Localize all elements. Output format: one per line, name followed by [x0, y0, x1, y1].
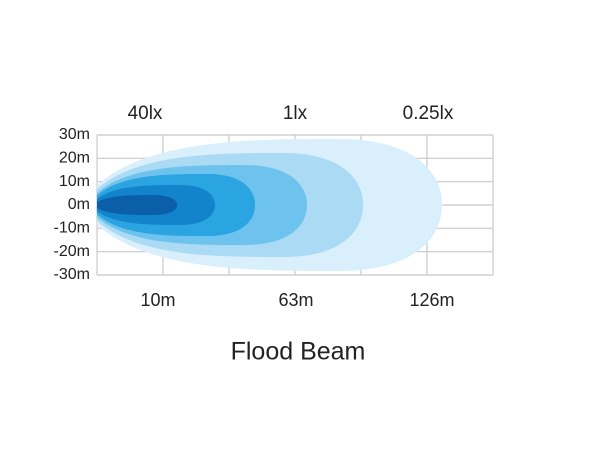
distance-label: 10m	[140, 290, 175, 310]
beam-zone	[97, 195, 177, 215]
distance-label: 126m	[409, 290, 454, 310]
beam-pattern	[97, 139, 442, 271]
y-label: -30m	[54, 266, 90, 283]
distance-label: 63m	[278, 290, 313, 310]
title: Flood Beam	[231, 338, 366, 366]
y-label: -10m	[54, 220, 90, 237]
y-label: -20m	[54, 243, 90, 260]
lux-label: 0.25lx	[403, 103, 454, 124]
lux-label: 40lx	[128, 103, 163, 124]
y-label: 0m	[68, 196, 90, 213]
lux-label: 1lx	[283, 103, 308, 124]
y-label: 30m	[59, 126, 90, 143]
labels: 30m 20m 10m 0m -10m -20m -30m 40lx 1lx 0.25lx 10m 6…	[54, 103, 455, 310]
y-label: 20m	[59, 150, 90, 167]
y-label: 10m	[59, 173, 90, 190]
